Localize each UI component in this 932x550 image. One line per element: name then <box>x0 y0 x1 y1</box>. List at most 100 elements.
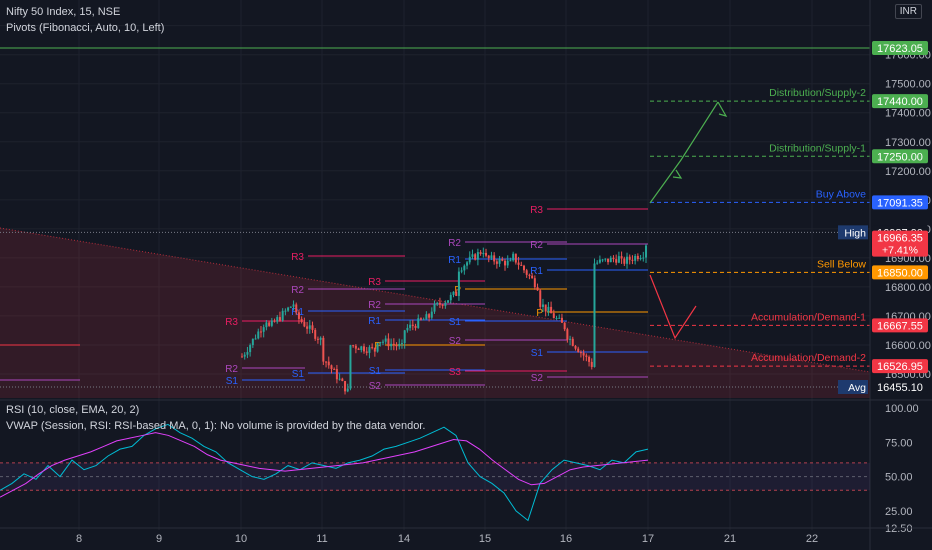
candle-body <box>609 257 612 263</box>
candle-body <box>455 291 458 296</box>
pivot-label-r2: R2 <box>448 238 461 249</box>
price-tick: 17400.00 <box>885 108 931 120</box>
pivot-label-s3: S3 <box>449 367 462 378</box>
candle-body <box>620 256 623 259</box>
candle-body <box>438 302 441 305</box>
candle-body <box>417 318 420 328</box>
candle-body <box>436 302 439 304</box>
rsi-tick: 12.50 <box>885 523 913 535</box>
candle-body <box>449 294 452 301</box>
candle-body <box>327 361 330 366</box>
pivot-label-s1: S1 <box>369 366 382 377</box>
candle-body <box>403 330 406 344</box>
candle-body <box>270 320 273 326</box>
candle-body <box>536 287 539 291</box>
candle-body <box>314 329 317 339</box>
candle-body <box>257 331 260 339</box>
zone-label: Accumulation/Demand-2 <box>751 352 866 364</box>
pivot-label-r2: R2 <box>225 364 238 375</box>
candle-body <box>604 258 607 260</box>
pivot-label-p: P <box>454 285 461 296</box>
candle-body <box>259 331 262 333</box>
price-tag-value: 16966.35 <box>877 233 923 245</box>
pivot-label-r1: R1 <box>530 266 543 277</box>
price-tick: 17500.00 <box>885 79 931 91</box>
candle-body <box>560 317 563 323</box>
candle-body <box>335 369 338 380</box>
pivot-label-r1: R1 <box>368 316 381 327</box>
currency-badge[interactable]: INR <box>894 4 922 19</box>
candle-body <box>631 259 634 261</box>
time-tick: 16 <box>560 533 572 545</box>
candle-body <box>593 263 596 367</box>
candle-body <box>333 368 336 370</box>
price-tick: 16800.00 <box>885 282 931 294</box>
tag-name: High <box>844 227 866 239</box>
pivot-label-r2: R2 <box>368 300 381 311</box>
candle-body <box>590 361 593 367</box>
candle-body <box>563 322 566 330</box>
candle-body <box>468 256 471 263</box>
candle-body <box>306 326 309 329</box>
time-tick: 9 <box>156 533 162 545</box>
pivot-label-r3: R3 <box>368 277 381 288</box>
time-tick: 22 <box>806 533 818 545</box>
price-tick: 17200.00 <box>885 166 931 178</box>
candle-body <box>645 245 647 258</box>
price-tag <box>872 149 928 164</box>
candle-body <box>487 255 490 259</box>
candle-body <box>373 347 376 352</box>
time-tick: 21 <box>724 533 736 545</box>
candle-body <box>626 256 629 264</box>
zone-label: Distribution/Supply-1 <box>769 142 866 154</box>
price-tag-value: 17091.35 <box>877 197 923 209</box>
rsi-tick: 50.00 <box>885 472 913 484</box>
indicator-title: Pivots (Fibonacci, Auto, 10, Left) <box>6 22 165 34</box>
tag-name-box <box>838 225 868 240</box>
candle-body <box>338 378 341 380</box>
candle-body <box>430 311 433 318</box>
candle-body <box>330 365 333 369</box>
time-tick: 14 <box>398 533 410 545</box>
price-tag-value: 17250.00 <box>877 151 923 163</box>
candle-body <box>354 345 357 349</box>
candle-body <box>588 356 591 362</box>
candle-body <box>249 345 252 353</box>
candle-body <box>311 325 314 330</box>
candle-body <box>447 300 450 303</box>
candle-body <box>539 290 542 307</box>
pivot-label-s1: S1 <box>449 317 462 328</box>
candle-body <box>550 306 553 314</box>
candle-body <box>617 256 620 263</box>
rsi-tick: 25.00 <box>885 506 913 518</box>
candle-body <box>300 318 303 322</box>
price-tag <box>872 195 928 210</box>
candle-body <box>292 304 295 307</box>
candle-body <box>422 319 425 321</box>
candle-body <box>612 257 615 260</box>
candle-body <box>628 256 631 260</box>
candle-body <box>265 322 268 328</box>
candle-body <box>598 259 601 263</box>
candle-body <box>506 260 509 266</box>
bearish-projection <box>649 274 697 340</box>
candle-body <box>520 264 523 266</box>
price-tag <box>872 359 928 374</box>
candle-body <box>287 307 290 311</box>
candle-body <box>414 325 417 328</box>
pivot-label-r2: R2 <box>291 285 304 296</box>
candle-body <box>319 337 322 340</box>
candle-body <box>558 317 561 319</box>
candle-body <box>528 274 531 276</box>
pivot-label-s2: S2 <box>531 373 544 384</box>
candle-body <box>444 302 447 306</box>
candle-body <box>460 270 463 272</box>
candle-body <box>295 304 298 313</box>
candle-body <box>281 310 284 321</box>
pivot-label-r1: R1 <box>448 255 461 266</box>
price-tag <box>872 94 928 109</box>
candle-body <box>479 252 482 254</box>
candle-body <box>341 378 344 382</box>
candle-body <box>278 317 281 321</box>
